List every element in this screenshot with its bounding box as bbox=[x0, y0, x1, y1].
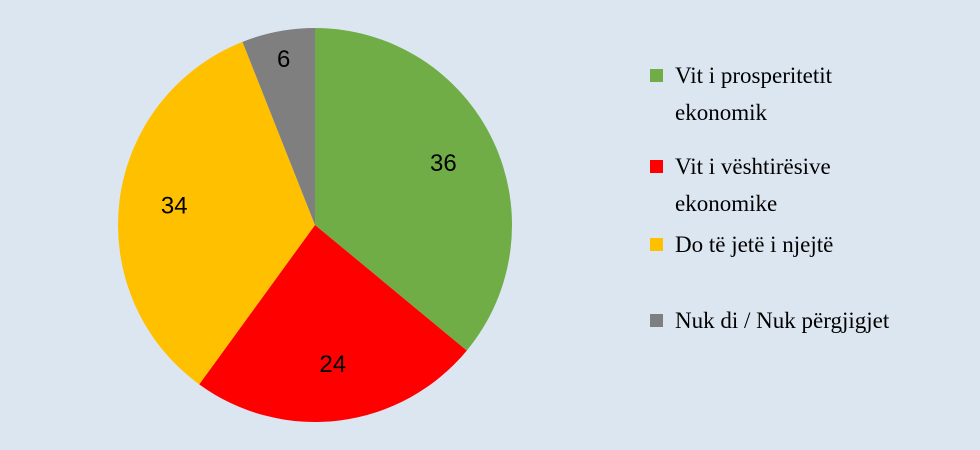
legend-item: Vit i vështirësive ekonomike bbox=[650, 148, 910, 222]
legend-label: Vit i prosperitetit ekonomik bbox=[675, 63, 833, 125]
legend-label: Do të jetë i njejtë bbox=[675, 232, 834, 257]
legend-label: Vit i vështirësive ekonomike bbox=[675, 154, 831, 216]
data-label: 34 bbox=[161, 193, 188, 220]
legend-item: Nuk di / Nuk përgjigjet bbox=[650, 302, 910, 339]
legend-swatch bbox=[650, 160, 663, 173]
legend-swatch bbox=[650, 314, 663, 327]
legend-item: Vit i prosperitetit ekonomik bbox=[650, 57, 910, 131]
data-label: 24 bbox=[319, 351, 346, 378]
legend-item: Do të jetë i njejtë bbox=[650, 226, 910, 263]
legend-label: Nuk di / Nuk përgjigjet bbox=[675, 308, 890, 333]
pie-slice bbox=[117, 41, 315, 385]
data-label: 36 bbox=[430, 150, 457, 177]
pie-slice bbox=[242, 28, 315, 225]
legend-swatch bbox=[650, 69, 663, 82]
data-label: 6 bbox=[277, 46, 290, 73]
legend-swatch bbox=[650, 238, 663, 251]
pie-slice bbox=[199, 225, 467, 422]
pie-slice bbox=[315, 28, 512, 351]
